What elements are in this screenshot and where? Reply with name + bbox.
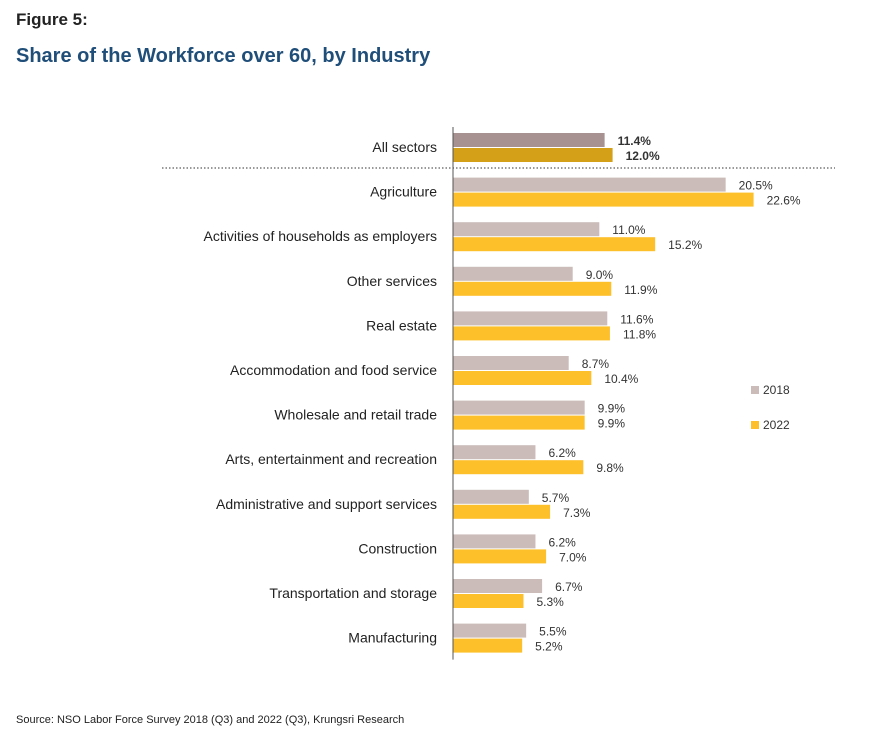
bar-2022-real-estate [453, 326, 610, 341]
category-label-administrative-and-support-services: Administrative and support services [216, 496, 437, 512]
bar-2022-agriculture [453, 192, 754, 207]
legend-label-2018: 2018 [763, 383, 790, 397]
category-label-real-estate: Real estate [366, 317, 437, 333]
bar-2018-administrative-and-support-services [453, 489, 529, 504]
bar-2022-all-sectors [453, 148, 613, 162]
category-label-arts-entertainment-and-recreation: Arts, entertainment and recreation [225, 451, 437, 467]
value-label-2018-manufacturing: 5.5% [539, 625, 567, 639]
category-label-all-sectors: All sectors [372, 139, 437, 155]
bar-2018-construction [453, 534, 536, 549]
category-label-other-services: Other services [347, 273, 437, 289]
bar-2022-construction [453, 549, 547, 564]
value-label-2022-all-sectors: 12.0% [626, 149, 660, 163]
value-label-2022-wholesale-and-retail-trade: 9.9% [598, 417, 626, 431]
value-label-2022-manufacturing: 5.2% [535, 640, 563, 654]
value-label-2018-transportation-and-storage: 6.7% [555, 580, 583, 594]
value-label-2022-administrative-and-support-services: 7.3% [563, 506, 591, 520]
bar-2022-activities-of-households-as-employers [453, 237, 656, 252]
legend-label-2022: 2022 [763, 418, 790, 432]
figure-label: Figure 5: [16, 10, 88, 29]
bar-2018-real-estate [453, 311, 608, 326]
value-label-2018-administrative-and-support-services: 5.7% [542, 491, 570, 505]
value-label-2018-wholesale-and-retail-trade: 9.9% [598, 402, 626, 416]
value-label-2018-accommodation-and-food-service: 8.7% [582, 357, 610, 371]
category-label-manufacturing: Manufacturing [348, 630, 437, 646]
bar-2018-all-sectors [453, 133, 605, 147]
bar-2018-manufacturing [453, 623, 527, 638]
category-label-activities-of-households-as-employers: Activities of households as employers [204, 228, 437, 244]
value-label-2022-other-services: 11.9% [624, 283, 657, 297]
value-label-2022-arts-entertainment-and-recreation: 9.8% [596, 461, 624, 475]
value-label-2022-transportation-and-storage: 5.3% [536, 595, 564, 609]
bar-2018-activities-of-households-as-employers [453, 222, 600, 237]
bar-2018-arts-entertainment-and-recreation [453, 445, 536, 460]
category-label-agriculture: Agriculture [370, 184, 437, 200]
category-label-wholesale-and-retail-trade: Wholesale and retail trade [274, 407, 437, 423]
source-note: Source: NSO Labor Force Survey 2018 (Q3)… [16, 714, 405, 726]
bar-2018-other-services [453, 266, 573, 281]
category-label-transportation-and-storage: Transportation and storage [269, 585, 437, 601]
bar-2022-wholesale-and-retail-trade [453, 415, 585, 430]
value-label-2022-real-estate: 11.8% [623, 327, 656, 341]
bar-2018-accommodation-and-food-service [453, 356, 569, 370]
bar-2018-transportation-and-storage [453, 579, 543, 593]
chart-title: Share of the Workforce over 60, by Indus… [16, 45, 431, 67]
value-label-2018-other-services: 9.0% [586, 268, 614, 282]
value-label-2018-real-estate: 11.6% [620, 312, 653, 326]
bar-2022-manufacturing [453, 638, 523, 653]
value-label-2018-construction: 6.2% [548, 535, 576, 549]
bar-2022-transportation-and-storage [453, 594, 524, 608]
value-label-2018-all-sectors: 11.4% [618, 134, 652, 148]
category-label-accommodation-and-food-service: Accommodation and food service [230, 362, 437, 378]
value-label-2022-activities-of-households-as-employers: 15.2% [668, 238, 702, 252]
bar-2022-other-services [453, 281, 612, 296]
bar-2022-arts-entertainment-and-recreation [453, 460, 584, 475]
category-label-construction: Construction [358, 540, 437, 556]
bar-2022-administrative-and-support-services [453, 504, 551, 519]
value-label-2022-accommodation-and-food-service: 10.4% [604, 372, 638, 386]
bar-2018-wholesale-and-retail-trade [453, 400, 585, 415]
value-label-2022-agriculture: 22.6% [767, 194, 801, 208]
value-label-2018-agriculture: 20.5% [739, 179, 773, 193]
value-label-2018-arts-entertainment-and-recreation: 6.2% [548, 446, 576, 460]
bar-2018-agriculture [453, 177, 726, 192]
value-label-2022-construction: 7.0% [559, 550, 587, 564]
legend-swatch-2018 [751, 386, 759, 394]
legend-swatch-2022 [751, 421, 759, 429]
bar-2022-accommodation-and-food-service [453, 371, 592, 385]
value-label-2018-activities-of-households-as-employers: 11.0% [612, 223, 645, 237]
